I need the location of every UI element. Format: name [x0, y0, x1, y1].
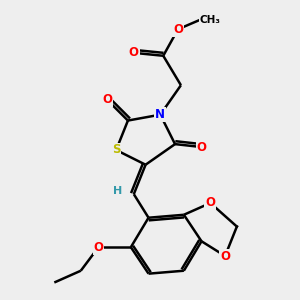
Text: O: O [102, 93, 112, 106]
Text: O: O [94, 241, 103, 254]
Text: H: H [113, 186, 122, 196]
Text: O: O [173, 23, 183, 36]
Text: O: O [129, 46, 139, 59]
Text: S: S [112, 143, 120, 157]
Text: O: O [206, 196, 215, 209]
Text: N: N [155, 108, 165, 121]
Text: O: O [220, 250, 230, 262]
Text: CH₃: CH₃ [200, 15, 221, 26]
Text: O: O [196, 141, 206, 154]
